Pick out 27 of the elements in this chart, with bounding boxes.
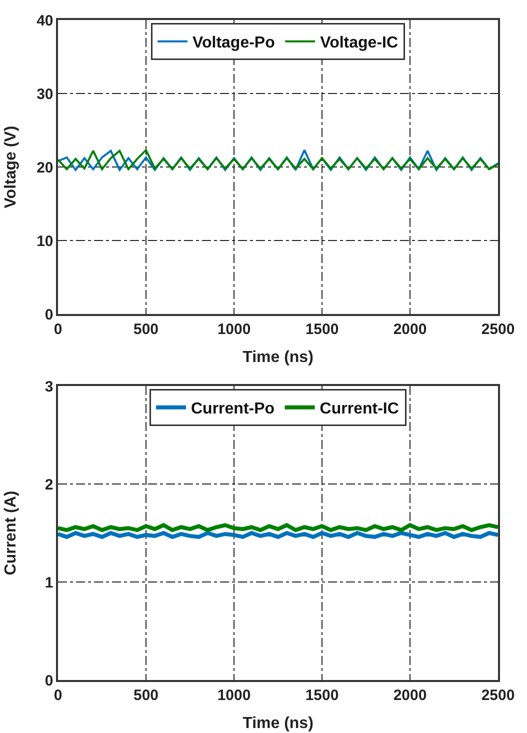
- y-tick-label: 0: [44, 306, 54, 324]
- y-tick-label: 20: [36, 159, 54, 176]
- x-axis-title: Time (ns): [242, 349, 314, 366]
- x-tick-label: 1000: [217, 686, 251, 704]
- y-tick-label: 1: [44, 574, 54, 592]
- y-axis-title: Voltage (V): [2, 126, 20, 208]
- x-tick-label: 1500: [305, 320, 339, 338]
- y-tick-label: 10: [36, 232, 54, 250]
- x-tick-label: 500: [133, 686, 159, 704]
- y-axis-title: Current (A): [2, 490, 20, 576]
- y-tick-label: 3: [44, 378, 54, 396]
- x-tick-label: 1500: [305, 686, 339, 704]
- y-tick-label: 2: [44, 476, 54, 494]
- x-tick-label: 2500: [481, 320, 515, 338]
- y-tick-label: 30: [36, 86, 54, 103]
- legend-label: Voltage-IC: [320, 34, 398, 52]
- y-tick-label: 0: [44, 672, 54, 690]
- x-tick-label: 2000: [393, 686, 427, 704]
- legend-label: Voltage-Po: [192, 34, 276, 52]
- legend-label: Current-Po: [191, 400, 275, 418]
- x-tick-label: 2500: [481, 686, 515, 704]
- x-axis-title: Time (ns): [242, 715, 314, 732]
- y-tick-label: 40: [36, 12, 54, 30]
- x-tick-label: 2000: [393, 320, 427, 338]
- legend-label: Current-IC: [320, 400, 400, 418]
- x-tick-label: 500: [133, 320, 159, 338]
- x-tick-label: 1000: [217, 320, 251, 338]
